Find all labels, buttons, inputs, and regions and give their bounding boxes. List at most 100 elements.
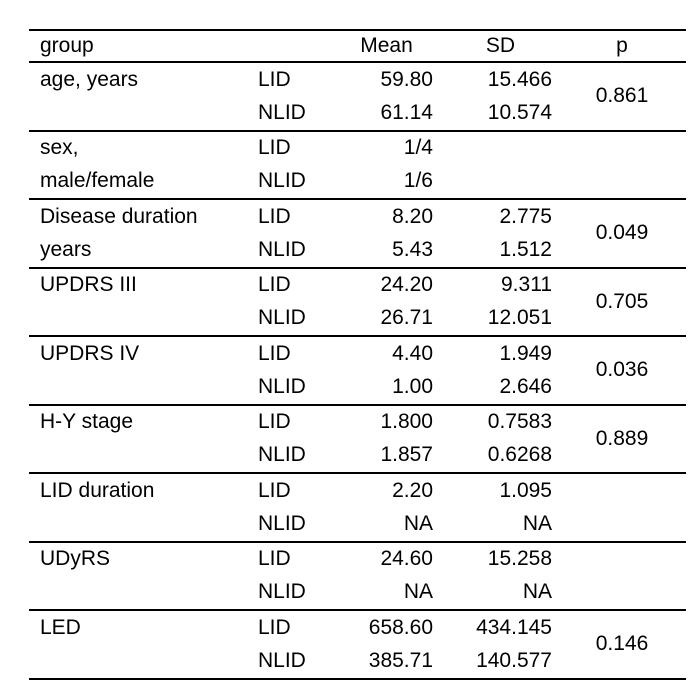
sd-cell: 9.311 12.051: [443, 269, 558, 336]
p-cell: 0.036: [558, 337, 686, 404]
row-label: UPDRS III: [29, 269, 258, 336]
group-cell: LID NLID: [258, 200, 330, 267]
row-label-line2: [40, 576, 258, 609]
sd-value: 2.646: [499, 374, 552, 398]
group-cell: LID NLID: [258, 474, 330, 541]
row-label-line1: Disease duration: [40, 204, 198, 228]
sd-value: 1.095: [499, 478, 552, 502]
mean-value: 24.60: [380, 547, 433, 571]
mean-value: NA: [403, 580, 433, 604]
group-value: NLID: [258, 100, 306, 124]
group-value: NLID: [258, 306, 306, 330]
p-value: 0.705: [595, 289, 649, 313]
row-label: LID duration: [29, 474, 258, 541]
p-value: 0.036: [595, 358, 649, 382]
group-cell: LID NLID: [258, 406, 330, 473]
mean-cell: 2.20 NA: [330, 474, 443, 541]
mean-cell: 24.60 NA: [330, 543, 443, 610]
row-label-line2: male/female: [40, 169, 155, 193]
row-label: LED: [29, 611, 258, 678]
sd-value: NA: [522, 580, 552, 604]
p-value: 0.049: [595, 221, 649, 245]
table-section-disease-duration: Disease duration years LID NLID 8.20 5.4…: [29, 200, 686, 269]
row-label-line1: age, years: [40, 67, 139, 91]
sd-value: 434.145: [476, 615, 552, 639]
mean-cell: 658.60 385.71: [330, 611, 443, 678]
table-section-led: LED LID NLID 658.60 385.71 434.145 140.5…: [29, 611, 686, 680]
mean-cell: 24.20 26.71: [330, 269, 443, 336]
sd-value: NA: [522, 511, 552, 535]
sd-value: 10.574: [487, 100, 552, 124]
mean-value: 61.14: [380, 100, 433, 124]
row-label-line1: UPDRS IV: [40, 341, 140, 365]
table-section-lid-duration: LID duration LID NLID 2.20 NA 1.095 NA: [29, 474, 686, 543]
group-value: LID: [258, 547, 291, 571]
row-label-line1: LID duration: [40, 478, 155, 502]
p-value: 0.861: [595, 84, 649, 108]
group-value: LID: [258, 273, 291, 297]
group-value: LID: [258, 410, 291, 434]
group-cell: LID NLID: [258, 543, 330, 610]
mean-value: 4.40: [392, 341, 433, 365]
row-label: age, years: [29, 63, 258, 130]
mean-value: 8.20: [392, 204, 433, 228]
table-section-hy-stage: H-Y stage LID NLID 1.800 1.857 0.7583 0.…: [29, 406, 686, 474]
group-value: NLID: [258, 169, 306, 193]
group-value: NLID: [258, 374, 306, 398]
p-value: 0.146: [595, 632, 649, 656]
group-cell: LID NLID: [258, 132, 330, 199]
mean-value: 1.800: [380, 410, 433, 434]
header-p: p: [616, 34, 628, 57]
group-cell: LID NLID: [258, 63, 330, 130]
row-label-line2: [40, 96, 258, 129]
group-cell: LID NLID: [258, 611, 330, 678]
sd-value: 2.775: [499, 204, 552, 228]
statistics-table: group Mean SD p age, years LID NLID 59.8…: [29, 29, 686, 680]
sd-value: [443, 165, 558, 198]
header-mean: Mean: [360, 34, 413, 57]
group-value: NLID: [258, 580, 306, 604]
row-label: UDyRS: [29, 543, 258, 610]
sd-value: 0.7583: [487, 410, 552, 434]
sd-value: 1.949: [499, 341, 552, 365]
row-label-line1: sex,: [40, 136, 79, 160]
header-sd: SD: [485, 34, 516, 57]
group-value: NLID: [258, 511, 306, 535]
sd-cell: 2.775 1.512: [443, 200, 558, 267]
table-header-row: group Mean SD p: [29, 31, 686, 63]
mean-cell: 4.40 1.00: [330, 337, 443, 404]
mean-cell: 8.20 5.43: [330, 200, 443, 267]
p-value: 0.889: [595, 426, 649, 450]
table-section-age: age, years LID NLID 59.80 61.14 15.466 1…: [29, 63, 686, 132]
row-label: H-Y stage: [29, 406, 258, 473]
sd-value: 12.051: [487, 306, 552, 330]
mean-value: 1/6: [403, 169, 433, 193]
mean-value: 26.71: [380, 306, 433, 330]
sd-value: 1.512: [499, 237, 552, 261]
sd-value: 15.258: [487, 547, 552, 571]
table-section-sex: sex, male/female LID NLID 1/4 1/6: [29, 132, 686, 200]
group-value: LID: [258, 615, 291, 639]
group-value: LID: [258, 204, 291, 228]
group-value: LID: [258, 341, 291, 365]
mean-value: 2.20: [392, 478, 433, 502]
sd-cell: 15.466 10.574: [443, 63, 558, 130]
mean-cell: 1.800 1.857: [330, 406, 443, 473]
mean-value: 24.20: [380, 273, 433, 297]
sd-value: 140.577: [476, 648, 552, 672]
table-section-udyrs: UDyRS LID NLID 24.60 NA 15.258 NA: [29, 543, 686, 611]
mean-value: 385.71: [368, 648, 433, 672]
sd-cell: 0.7583 0.6268: [443, 406, 558, 473]
p-cell: [558, 132, 686, 199]
row-label-line2: years: [40, 237, 92, 261]
group-cell: LID NLID: [258, 269, 330, 336]
row-label-line1: LED: [40, 615, 81, 639]
mean-value: 1/4: [403, 136, 433, 160]
sd-cell: 15.258 NA: [443, 543, 558, 610]
table-section-updrs3: UPDRS III LID NLID 24.20 26.71 9.311 12.…: [29, 269, 686, 337]
row-label-line2: [40, 302, 258, 335]
mean-cell: 1/4 1/6: [330, 132, 443, 199]
table-section-updrs4: UPDRS IV LID NLID 4.40 1.00 1.949 2.646 …: [29, 337, 686, 406]
row-label: UPDRS IV: [29, 337, 258, 404]
group-value: NLID: [258, 648, 306, 672]
